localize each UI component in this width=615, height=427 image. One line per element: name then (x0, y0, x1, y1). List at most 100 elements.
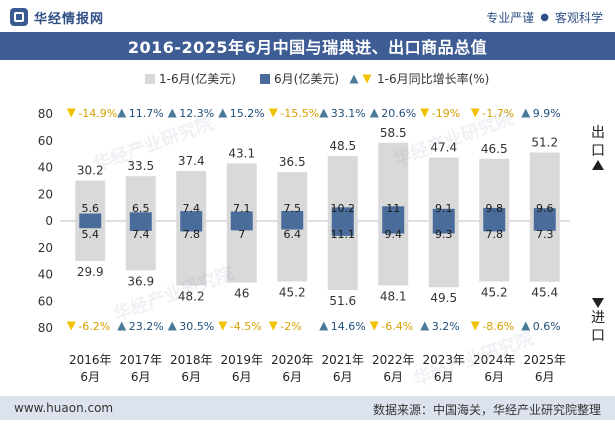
bar-export-month (180, 211, 203, 221)
data-label-export-month: 7.4 (183, 202, 201, 215)
data-label-import-month: 7.3 (536, 228, 554, 241)
logo-text: 华经情报网 (34, 11, 105, 27)
website-link[interactable]: www.huaon.com (14, 401, 114, 415)
data-label-export-cumulative: 51.2 (531, 136, 558, 150)
legend-triangle-down (362, 74, 372, 84)
bar-export-month (79, 213, 102, 221)
data-label-export-month: 7.5 (284, 202, 302, 215)
bar-import-cumulative (226, 221, 257, 283)
legend-triangle-up (349, 74, 359, 84)
top-bar: 华经情报网 专业严谨 ● 客观科学 (0, 0, 615, 32)
y-tick-label: 60 (38, 294, 53, 308)
data-label-export-month: 6.5 (132, 202, 150, 215)
bar-export-month (281, 210, 304, 221)
growth-triangle-export (218, 108, 228, 118)
chart-title: 2016-2025年6月中国与瑞典进、出口商品总值 (127, 38, 488, 57)
growth-label-import: 0.6% (533, 320, 561, 333)
bar-import-month (432, 221, 455, 234)
growth-label-export: -14.9% (78, 107, 117, 120)
data-label-export-cumulative: 43.1 (228, 146, 255, 160)
tagline-left: 专业严谨 (486, 11, 535, 25)
data-label-import-month: 7.8 (486, 228, 504, 241)
arrow-up-icon (592, 160, 604, 170)
y-tick-label: 0 (45, 214, 53, 228)
x-tick-label-month: 6月 (131, 370, 151, 384)
data-label-import-cumulative: 45.2 (481, 285, 508, 299)
growth-triangle-import (268, 321, 278, 331)
data-label-export-month: 11 (386, 202, 400, 215)
data-label-export-cumulative: 33.5 (127, 159, 154, 173)
growth-triangle-import (521, 321, 531, 331)
logo: 华经情报网 (10, 7, 104, 27)
bar-export-month (129, 212, 152, 221)
x-tick-label-month: 6月 (484, 370, 504, 384)
growth-label-export: -1.7% (482, 107, 514, 120)
growth-label-import: 14.6% (331, 320, 366, 333)
bar-import-month (129, 221, 152, 231)
growth-triangle-export (66, 108, 76, 118)
bar-import-month (331, 221, 354, 236)
y-tick-label: 40 (38, 268, 53, 282)
y-tick-label: 80 (38, 107, 53, 121)
growth-triangle-export (268, 108, 278, 118)
bar-import-month (533, 221, 556, 231)
growth-label-export: -19% (432, 107, 460, 120)
growth-label-export: 33.1% (331, 107, 366, 120)
x-tick-label-month: 6月 (181, 370, 201, 384)
data-label-export-cumulative: 48.5 (329, 139, 356, 153)
footer: www.huaon.com 数据来源：中国海关，华经产业研究院整理 (0, 396, 615, 420)
growth-triangle-export (470, 108, 480, 118)
x-tick-label-month: 6月 (535, 370, 555, 384)
growth-triangle-import (369, 321, 379, 331)
side-label-import-1: 进 (591, 310, 605, 326)
growth-label-export: -15.5% (280, 107, 319, 120)
data-label-export-cumulative: 30.2 (77, 164, 104, 178)
data-label-import-cumulative: 36.9 (127, 274, 154, 288)
side-label-export-2: 口 (591, 143, 605, 159)
y-tick-label: 80 (38, 321, 53, 335)
growth-label-import: 23.2% (129, 320, 164, 333)
growth-triangle-export (420, 108, 430, 118)
data-source: 数据来源：中国海关，华经产业研究院整理 (372, 403, 601, 417)
data-label-import-month: 5.4 (82, 228, 100, 241)
bar-export-month (230, 211, 253, 221)
x-tick-label-year: 2023年 (422, 353, 465, 367)
bar-import-month (281, 221, 304, 230)
data-label-export-cumulative: 36.5 (279, 155, 306, 169)
x-tick-label-year: 2022年 (372, 353, 415, 367)
title-bar: 2016-2025年6月中国与瑞典进、出口商品总值 (0, 32, 615, 60)
growth-label-import: -2% (280, 320, 301, 333)
y-tick-label: 40 (38, 161, 53, 175)
growth-label-import: 3.2% (432, 320, 460, 333)
bar-import-cumulative (176, 221, 207, 286)
growth-triangle-import (167, 321, 177, 331)
data-label-export-month: 9.6 (536, 202, 554, 215)
x-tick-label-year: 2019年 (220, 353, 263, 367)
growth-label-import: 30.5% (179, 320, 214, 333)
growth-triangle-export (521, 108, 531, 118)
bullet-icon: ● (540, 12, 549, 23)
growth-label-export: 9.9% (533, 107, 561, 120)
data-label-export-month: 10.2 (331, 202, 356, 215)
x-tick-label-year: 2021年 (321, 353, 364, 367)
data-label-import-cumulative: 29.9 (77, 265, 104, 279)
y-tick-label: 60 (38, 134, 53, 148)
bar-import-month (180, 221, 203, 232)
data-label-import-month: 6.4 (284, 228, 302, 241)
side-label-export-1: 出 (591, 125, 605, 141)
x-tick-label-month: 6月 (434, 370, 454, 384)
growth-label-export: 11.7% (129, 107, 164, 120)
data-label-import-month: 7.4 (132, 228, 150, 241)
x-tick-label-month: 6月 (282, 370, 302, 384)
bar-export-cumulative (226, 163, 257, 221)
data-label-import-cumulative: 45.4 (531, 286, 558, 300)
data-label-import-cumulative: 49.5 (430, 291, 457, 305)
x-tick-label-year: 2025年 (523, 353, 566, 367)
bar-import-cumulative (277, 221, 308, 282)
growth-triangle-export (167, 108, 177, 118)
x-tick-label-month: 6月 (232, 370, 252, 384)
tagline-right: 客观科学 (554, 11, 603, 25)
legend-label-growth: 1-6月同比增长率(%) (377, 71, 489, 86)
x-tick-label-year: 2020年 (271, 353, 314, 367)
chart: 1-6月(亿美元) 6月(亿美元) 1-6月同比增长率(%) 80 60 40 20 0 20 4… (38, 71, 605, 384)
